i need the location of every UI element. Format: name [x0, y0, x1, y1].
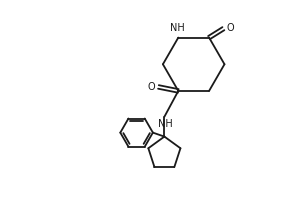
- Text: NH: NH: [158, 119, 173, 129]
- Text: NH: NH: [170, 23, 185, 33]
- Text: O: O: [227, 23, 235, 33]
- Text: O: O: [147, 82, 155, 92]
